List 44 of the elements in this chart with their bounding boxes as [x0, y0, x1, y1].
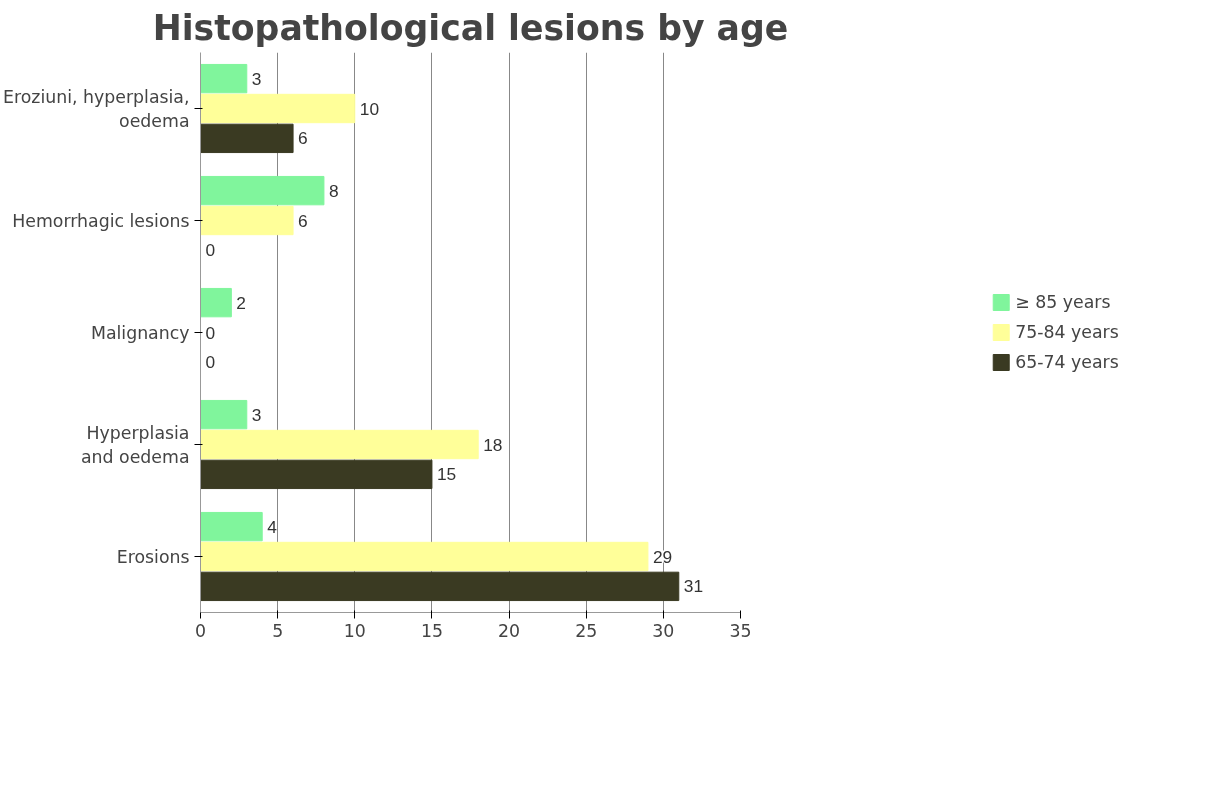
legend-label: 75-84 years — [1015, 322, 1119, 342]
data-label: 18 — [483, 434, 503, 455]
y-tick-label: Erosions — [116, 546, 190, 567]
x-tick-label: 35 — [729, 620, 752, 641]
x-tick-label: 15 — [420, 620, 443, 641]
bar — [200, 93, 356, 124]
chart-title: Histopathological lesions by age — [152, 7, 789, 48]
bar — [200, 571, 680, 602]
legend-label: 65-74 years — [1015, 352, 1119, 372]
x-tick-label: 0 — [194, 620, 207, 641]
legend-label: ≥ 85 years — [1015, 292, 1111, 312]
bar — [200, 511, 263, 542]
data-label: 29 — [652, 546, 673, 567]
bar — [200, 205, 294, 236]
y-tick-label: Malignancy — [90, 322, 190, 343]
data-label: 10 — [359, 98, 380, 119]
data-label: 4 — [267, 516, 278, 537]
x-tick-label: 5 — [272, 620, 284, 641]
data-label: 8 — [328, 180, 339, 201]
y-tick-label: Eroziuni, hyperplasia, oedema — [3, 86, 190, 131]
bar — [200, 287, 232, 318]
data-label: 31 — [683, 576, 704, 597]
y-tick-label: Hemorrhagic lesions — [12, 210, 190, 231]
data-label: 0 — [205, 240, 216, 261]
data-label: 6 — [298, 210, 308, 231]
data-label: 3 — [251, 68, 262, 89]
bar — [200, 175, 325, 206]
y-tick-label: Hyperplasia and oedema — [80, 422, 190, 467]
bar — [200, 63, 248, 94]
x-tick-label: 25 — [575, 620, 598, 641]
data-label: 0 — [205, 322, 216, 343]
bar — [200, 399, 248, 430]
x-tick-label: 10 — [343, 620, 366, 641]
data-label: 3 — [251, 404, 262, 425]
x-tick-label: 20 — [498, 620, 521, 641]
data-label: 0 — [205, 352, 216, 373]
data-label: 6 — [298, 128, 308, 149]
data-label: 2 — [236, 292, 246, 313]
bar — [200, 459, 433, 490]
bar — [200, 123, 294, 154]
x-tick-label: 30 — [652, 620, 675, 641]
data-label: 15 — [436, 464, 457, 485]
bar — [200, 541, 649, 572]
bar — [200, 429, 479, 460]
